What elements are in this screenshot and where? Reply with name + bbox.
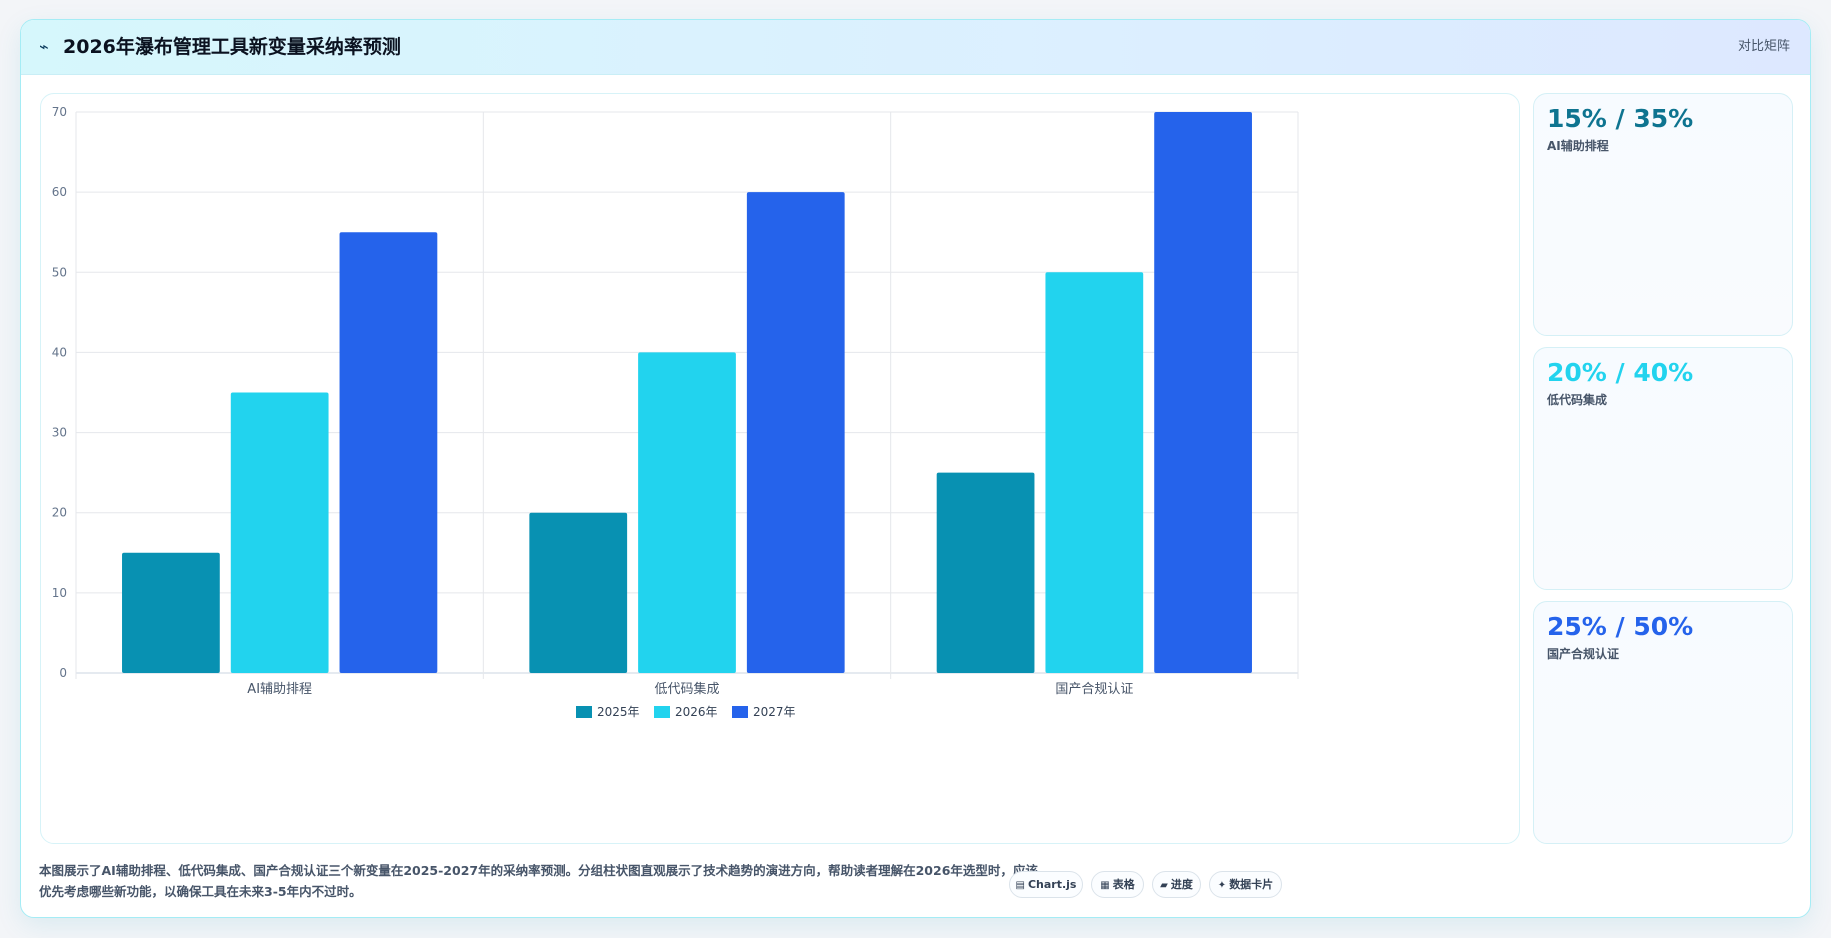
bar	[529, 512, 628, 673]
table-icon: ▦	[1100, 880, 1110, 891]
bar	[339, 232, 438, 673]
pill-data-cards[interactable]: ✦ 数据卡片	[1209, 871, 1282, 898]
legend-label: 2026年	[675, 705, 718, 719]
stat-value: 25% / 50%	[1547, 612, 1694, 641]
chart-description: 本图展示了AI辅助排程、低代码集成、国产合规认证三个新变量在2025-2027年…	[39, 863, 1038, 899]
pill-label: Chart.js	[1027, 878, 1077, 891]
card-header: ⌁ 2026年瀑布管理工具新变量采纳率预测 对比矩阵	[21, 20, 1810, 75]
pill-chartjs[interactable]: ▤ Chart.js	[1009, 871, 1083, 898]
stat-label: 国产合规认证	[1547, 647, 1620, 661]
y-tick-label: 70	[52, 105, 67, 119]
chart-icon: ▤	[1015, 880, 1025, 891]
stat-card-ai-scheduling: 15% / 35% AI辅助排程	[1533, 93, 1793, 336]
x-tick-label: 国产合规认证	[1055, 682, 1133, 697]
stat-value: 20% / 40%	[1547, 358, 1694, 387]
legend-swatch	[732, 706, 748, 718]
stat-card-compliance: 25% / 50% 国产合规认证	[1533, 601, 1793, 844]
card-icon: ✦	[1217, 880, 1227, 891]
y-tick-label: 50	[52, 265, 67, 279]
dashboard-card: ⌁ 2026年瀑布管理工具新变量采纳率预测 对比矩阵 0 10 20 30 40 50 60…	[20, 19, 1811, 918]
pill-label: 表格	[1112, 878, 1135, 891]
legend-swatch	[654, 706, 670, 718]
bar	[1154, 112, 1252, 673]
x-tick-label: AI辅助排程	[247, 682, 312, 697]
pill-label: 进度	[1170, 878, 1193, 891]
y-tick-label: 30	[52, 426, 67, 440]
y-tick-label: 0	[59, 666, 67, 680]
bar	[230, 392, 329, 673]
y-tick-label: 40	[52, 345, 67, 359]
stat-value: 15% / 35%	[1547, 104, 1694, 133]
page-title: 2026年瀑布管理工具新变量采纳率预测	[63, 36, 401, 58]
bar-chart: 0 10 20 30 40 50 60 70 AI辅助排程 低代码集成 国产合规认证 2025年 202…	[52, 105, 1299, 719]
chart-panel: 0 10 20 30 40 50 60 70 AI辅助排程 低代码集成 国产合规认证 2025年 202…	[40, 93, 1520, 844]
trend-icon: ⌁	[39, 37, 49, 56]
bar	[936, 472, 1035, 673]
compare-matrix-link[interactable]: 对比矩阵	[1737, 39, 1790, 54]
y-tick-label: 60	[52, 185, 67, 199]
pill-label: 数据卡片	[1229, 878, 1274, 891]
bar	[746, 192, 845, 673]
y-tick-label: 20	[52, 506, 67, 520]
legend-label: 2027年	[753, 705, 796, 719]
progress-icon: ▰	[1160, 880, 1168, 891]
bar	[122, 552, 220, 673]
y-tick-label: 10	[52, 586, 67, 600]
pill-progress[interactable]: ▰ 进度	[1152, 871, 1201, 898]
stat-label: AI辅助排程	[1547, 139, 1609, 153]
pill-table[interactable]: ▦ 表格	[1091, 871, 1144, 898]
stat-label: 低代码集成	[1547, 393, 1608, 407]
bar	[1045, 272, 1144, 673]
bar	[638, 352, 736, 673]
x-tick-label: 低代码集成	[654, 681, 719, 697]
stat-card-low-code: 20% / 40% 低代码集成	[1533, 347, 1793, 590]
legend-label: 2025年	[597, 705, 640, 719]
legend-swatch	[576, 706, 592, 718]
